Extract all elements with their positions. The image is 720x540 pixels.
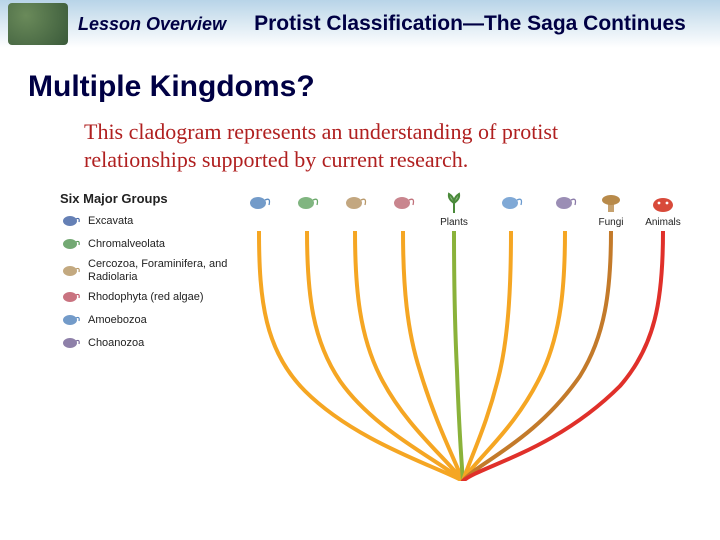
legend-item: Choanozoa (60, 334, 230, 352)
legend-organism-icon (60, 311, 82, 329)
clade-branch (463, 231, 511, 481)
section-title: Multiple Kingdoms? (28, 70, 720, 104)
legend-item-label: Choanozoa (88, 337, 144, 350)
tip-protist (331, 191, 379, 217)
tip-plants: Plants (430, 191, 478, 228)
legend-item: Cercozoa, Foraminifera, and Radiolaria (60, 258, 230, 283)
header-thumbnail (8, 3, 68, 45)
legend-item-label: Chromalveolata (88, 238, 165, 251)
header-bar: Lesson Overview Protist Classification—T… (0, 0, 720, 48)
tip-protist (235, 191, 283, 217)
organism-icon (293, 191, 321, 215)
cladogram-area: PlantsFungiAnimals (235, 191, 675, 481)
tip-protist (487, 191, 535, 217)
tip-protist (541, 191, 589, 217)
legend-item: Excavata (60, 212, 230, 230)
lesson-title: Protist Classification—The Saga Continue… (254, 12, 686, 36)
legend-organism-icon (60, 235, 82, 253)
organism-icon (341, 191, 369, 215)
organism-icon (245, 191, 273, 215)
legend-item: Amoebozoa (60, 311, 230, 329)
tip-label: Fungi (587, 217, 635, 228)
fungi-icon (597, 191, 625, 215)
caption-text: This cladogram represents an understandi… (84, 118, 660, 173)
legend-item-label: Amoebozoa (88, 314, 147, 327)
tip-protist (379, 191, 427, 217)
tip-protist (283, 191, 331, 217)
tip-label: Animals (639, 217, 687, 228)
legend-title: Six Major Groups (60, 191, 230, 206)
tip-fungi: Fungi (587, 191, 635, 228)
legend-item: Rhodophyta (red algae) (60, 288, 230, 306)
legend-item: Chromalveolata (60, 235, 230, 253)
legend-organism-icon (60, 212, 82, 230)
clade-branch (454, 231, 463, 481)
legend-item-label: Rhodophyta (red algae) (88, 291, 204, 304)
clade-branch (259, 231, 463, 481)
lesson-overview-label: Lesson Overview (78, 14, 226, 35)
legend-organism-icon (60, 288, 82, 306)
legend-organism-icon (60, 334, 82, 352)
legend-item-label: Excavata (88, 215, 133, 228)
organism-icon (551, 191, 579, 215)
organism-icon (497, 191, 525, 215)
cladogram-tree (235, 231, 675, 481)
tip-label: Plants (430, 217, 478, 228)
legend-item-label: Cercozoa, Foraminifera, and Radiolaria (88, 258, 230, 283)
animals-icon (649, 191, 677, 215)
cladogram-figure: Six Major Groups Excavata Chromalveolata C… (60, 191, 680, 491)
legend-box: Six Major Groups Excavata Chromalveolata C… (60, 191, 230, 357)
organism-icon (389, 191, 417, 215)
legend-organism-icon (60, 262, 82, 280)
tip-animals: Animals (639, 191, 687, 228)
plants-icon (440, 191, 468, 215)
